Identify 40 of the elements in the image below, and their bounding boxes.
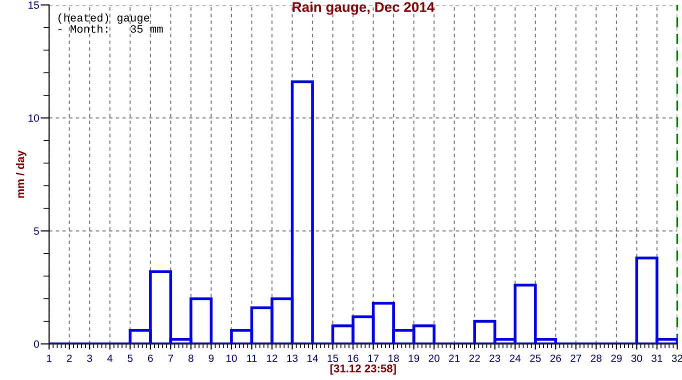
y-tick-label: 0	[34, 340, 39, 348]
x-tick-label: 15	[328, 354, 338, 362]
x-tick-label: 21	[449, 354, 460, 362]
x-tick-label: 31	[652, 354, 662, 362]
x-tick-label: 1	[47, 354, 52, 362]
x-tick-label: 23	[490, 354, 500, 362]
x-tick-label: 2	[66, 354, 72, 362]
chart-title: Rain gauge, Dec 2014	[292, 2, 434, 15]
x-tick-label: 22	[469, 354, 480, 362]
x-tick-label: 9	[208, 354, 214, 362]
x-tick-label: 27	[570, 354, 582, 362]
x-tick-label: 8	[188, 354, 194, 362]
y-axis-title: mm / day	[16, 150, 26, 198]
x-tick-label: 14	[308, 354, 318, 362]
x-tick-label: 3	[87, 354, 92, 362]
y-tick-label: 15	[28, 2, 39, 9]
x-tick-label: 17	[368, 354, 379, 362]
x-tick-label: 28	[590, 354, 602, 362]
annotation: (heated) gauge - Month: 35 mm	[58, 13, 163, 33]
y-tick-label: 5	[34, 228, 39, 235]
x-tick-label: 7	[168, 354, 174, 362]
x-tick-label: 30	[631, 354, 642, 362]
x-tick-label: 29	[611, 354, 622, 362]
x-tick-label: 19	[408, 354, 420, 362]
y-tick-label: 10	[28, 114, 39, 122]
text: [31.12 23:58]	[330, 364, 396, 375]
x-tick-label: 18	[388, 354, 399, 362]
x-tick-label: 13	[287, 354, 298, 362]
x-tick-label: 24	[510, 354, 521, 362]
x-tick-label: 4	[107, 354, 112, 362]
x-tick-label: 26	[550, 354, 561, 362]
x-tick-label: 25	[530, 354, 541, 362]
x-tick-label: 11	[247, 354, 257, 362]
x-tick-label: 20	[428, 354, 440, 362]
x-tick-label: 12	[266, 354, 278, 362]
x-tick-label: 6	[148, 354, 153, 362]
x-tick-label: 5	[128, 354, 133, 362]
x-tick-label: 32	[672, 354, 682, 362]
x-tick-label: 16	[348, 354, 358, 362]
x-tick-label: 10	[226, 354, 237, 362]
